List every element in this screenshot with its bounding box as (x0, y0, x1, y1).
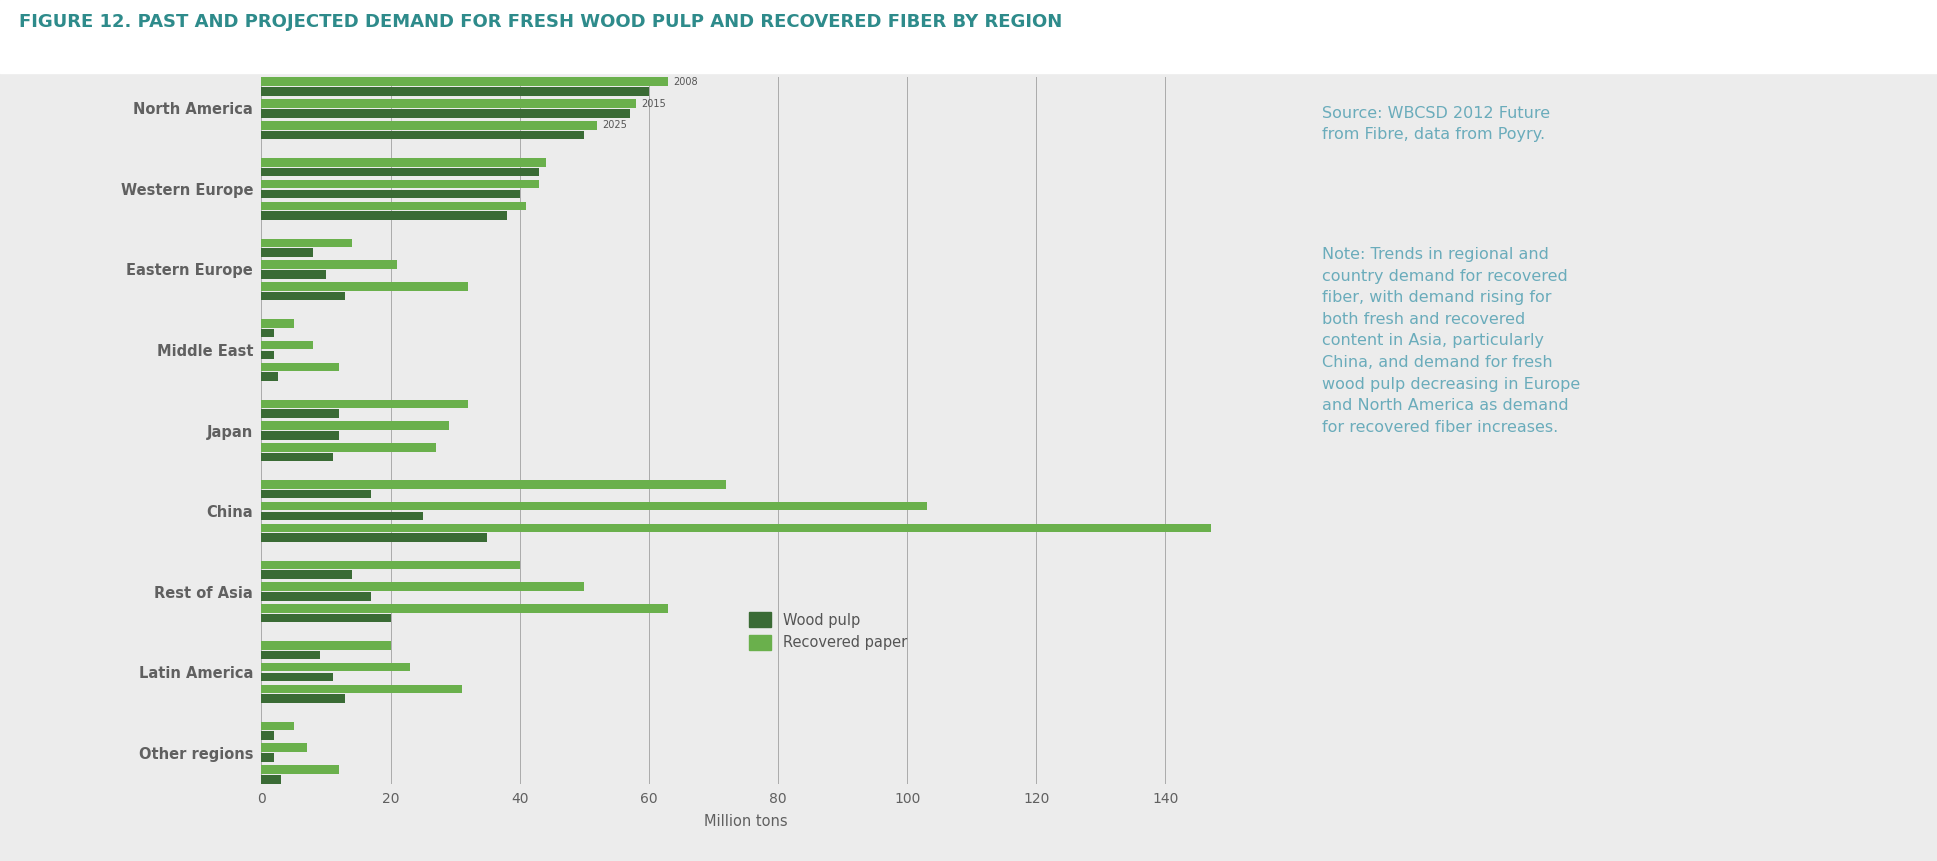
Bar (261, 641, 391, 650)
Text: Note: Trends in regional and
country demand for recovered
fiber, with demand ris: Note: Trends in regional and country dem… (1321, 247, 1581, 435)
Bar (261, 592, 372, 601)
Bar (261, 180, 538, 189)
Bar (261, 502, 926, 511)
Bar (261, 341, 314, 350)
Bar (261, 211, 507, 220)
Bar (261, 238, 353, 247)
Bar (261, 362, 339, 371)
Text: 2015: 2015 (641, 98, 666, 108)
Legend: Wood pulp, Recovered paper: Wood pulp, Recovered paper (744, 606, 912, 656)
Bar (261, 570, 353, 579)
Bar (261, 765, 339, 774)
Bar (261, 99, 635, 108)
Bar (261, 292, 345, 300)
Bar (261, 189, 519, 198)
Bar (261, 350, 275, 359)
Bar (261, 490, 372, 499)
Bar (261, 695, 345, 703)
Bar (261, 87, 649, 96)
Bar (261, 604, 668, 613)
Bar (261, 158, 546, 166)
Bar (261, 121, 597, 129)
Bar (261, 582, 585, 591)
Bar (261, 732, 275, 740)
Text: 2008: 2008 (674, 77, 697, 87)
Bar (261, 282, 469, 291)
Bar (261, 201, 527, 210)
Bar (261, 453, 333, 461)
Bar (261, 561, 519, 569)
Bar (261, 722, 294, 730)
Bar (261, 511, 422, 520)
Text: Source: WBCSD 2012 Future
from Fibre, data from Poyry.: Source: WBCSD 2012 Future from Fibre, da… (1321, 106, 1550, 142)
Bar (261, 672, 333, 681)
Bar (261, 329, 275, 338)
Bar (261, 168, 538, 177)
Bar (261, 523, 1211, 532)
Bar (261, 743, 306, 752)
Bar (261, 775, 281, 784)
Bar (261, 684, 461, 693)
Bar (261, 651, 320, 660)
Bar (261, 109, 630, 118)
Bar (261, 663, 411, 672)
Bar (261, 131, 585, 139)
Bar (261, 421, 449, 430)
Bar (261, 409, 339, 418)
Bar (261, 443, 436, 452)
Bar (261, 753, 275, 762)
Bar (261, 480, 726, 489)
Bar (261, 77, 668, 86)
Text: FIGURE 12. PAST AND PROJECTED DEMAND FOR FRESH WOOD PULP AND RECOVERED FIBER BY : FIGURE 12. PAST AND PROJECTED DEMAND FOR… (19, 13, 1063, 31)
X-axis label: Million tons: Million tons (703, 815, 788, 829)
Bar (261, 260, 397, 269)
Bar (261, 534, 488, 542)
Bar (261, 400, 469, 408)
Bar (261, 248, 314, 257)
Bar (261, 319, 294, 327)
Text: 2025: 2025 (602, 121, 628, 130)
Bar (261, 614, 391, 623)
Bar (261, 270, 325, 279)
Bar (261, 372, 277, 381)
Bar (261, 431, 339, 440)
